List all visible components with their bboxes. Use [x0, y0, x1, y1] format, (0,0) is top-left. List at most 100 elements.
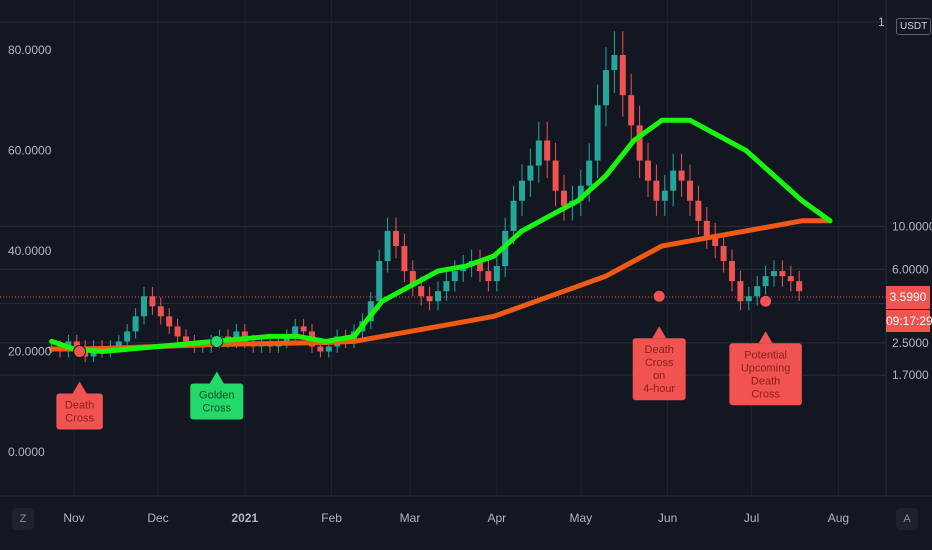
x-axis-tick: Feb [321, 511, 342, 525]
candle-body [166, 316, 173, 327]
candle-body [510, 200, 517, 231]
candle-body [636, 125, 643, 161]
right-axis-tick: 1 [878, 15, 885, 29]
candle-body [384, 230, 391, 262]
left-axis-tick: 20.0000 [8, 345, 52, 359]
annotation-pointer [758, 331, 773, 344]
x-axis-tick: Jun [658, 511, 677, 525]
annotation-label: Upcoming [741, 362, 791, 374]
last-price-badge: 3.5990 [886, 286, 930, 309]
candle-body [451, 271, 458, 282]
candle-body [132, 316, 139, 332]
annotation-label: Cross [751, 388, 780, 400]
candle-body [141, 296, 147, 317]
candle-body [628, 95, 635, 126]
annotation-label: 4-hour [643, 383, 675, 395]
candle-body [695, 200, 702, 221]
candle-body [477, 261, 483, 272]
candle-body [183, 336, 189, 342]
annotation-label: on [653, 370, 665, 382]
candle-body [703, 220, 710, 236]
candle-body [561, 190, 567, 206]
annotation-label: Death [65, 400, 94, 412]
candle-body [149, 296, 156, 307]
candle-body [73, 341, 80, 347]
candle-body [745, 296, 752, 302]
x-axis-tick: Nov [63, 511, 84, 525]
right-axis-tick: 1.7000 [892, 368, 929, 382]
candle-body [292, 326, 299, 337]
candle-body [317, 346, 324, 352]
candle-body [594, 105, 601, 161]
candle-body [737, 281, 744, 302]
candle-body [418, 286, 425, 297]
candle-body [376, 261, 383, 302]
candle-body [115, 341, 122, 347]
right-axis-tick: 6.0000 [892, 262, 929, 276]
x-axis-tick: May [569, 511, 592, 525]
fast-ma-line [49, 117, 833, 354]
annotation-label: Death [645, 344, 674, 356]
right-axis-tick: 2.5000 [892, 336, 929, 350]
candle-body [754, 286, 761, 297]
candle-body [393, 230, 399, 246]
candle-body [283, 336, 290, 342]
x-axis-tick: Aug [828, 511, 849, 525]
signal-marker [73, 345, 87, 358]
x-axis-tick: Mar [400, 511, 421, 525]
candle-body [787, 276, 794, 282]
candle-body [535, 140, 542, 166]
annotation-pointer [652, 326, 667, 339]
candle-body [435, 291, 441, 302]
candle-body [729, 261, 735, 282]
auto-scale-button[interactable]: A [896, 508, 918, 530]
candle-body [527, 165, 534, 181]
zoom-button[interactable]: Z [12, 508, 34, 530]
candle-body [611, 55, 618, 71]
candle-body [678, 170, 685, 181]
left-axis-tick: 80.0000 [8, 43, 52, 57]
annotation-label: Cross [202, 402, 231, 414]
signal-marker [652, 289, 666, 303]
candle-body [796, 281, 803, 292]
annotation-label: Cross [65, 413, 94, 425]
annotation-pointer [209, 371, 224, 384]
candle-body [577, 185, 584, 201]
candle-body [443, 281, 450, 292]
annotations: DeathCrossGoldenCrossDeathCrosson4-hourP… [56, 289, 802, 430]
currency-label[interactable]: USDT [896, 18, 932, 35]
x-axis-tick: Dec [147, 511, 168, 525]
candle-body [233, 331, 240, 342]
annotation-box [632, 338, 686, 401]
left-axis-tick: 40.0000 [8, 244, 52, 258]
moving-averages [49, 117, 833, 354]
candle-body [720, 245, 727, 262]
candle-body [645, 160, 651, 181]
candle-body [619, 55, 626, 96]
signal-marker [210, 334, 224, 348]
annotation-label: Death [751, 375, 780, 387]
candle-body [325, 346, 332, 352]
candle-body [670, 170, 677, 191]
annotation-box [56, 393, 103, 430]
annotation-box [190, 383, 244, 420]
left-axis-tick: 60.0000 [8, 144, 52, 158]
candle-body [300, 326, 307, 332]
x-axis-tick: 2021 [231, 511, 258, 525]
candle-body [653, 180, 660, 201]
annotation-label: Golden [199, 389, 234, 401]
left-axis-tick: 0.0000 [8, 445, 45, 459]
x-axis-tick: Jul [744, 511, 759, 525]
signal-marker [759, 294, 773, 308]
annotation-pointer [72, 381, 87, 394]
candle-body [552, 160, 559, 191]
candle-body [771, 271, 777, 277]
candle-body [124, 331, 131, 342]
annotation-label: Potential [744, 349, 787, 361]
candle-body [779, 271, 786, 277]
candle-body [712, 235, 719, 246]
candle-body [687, 180, 693, 201]
candle-body [426, 296, 433, 302]
